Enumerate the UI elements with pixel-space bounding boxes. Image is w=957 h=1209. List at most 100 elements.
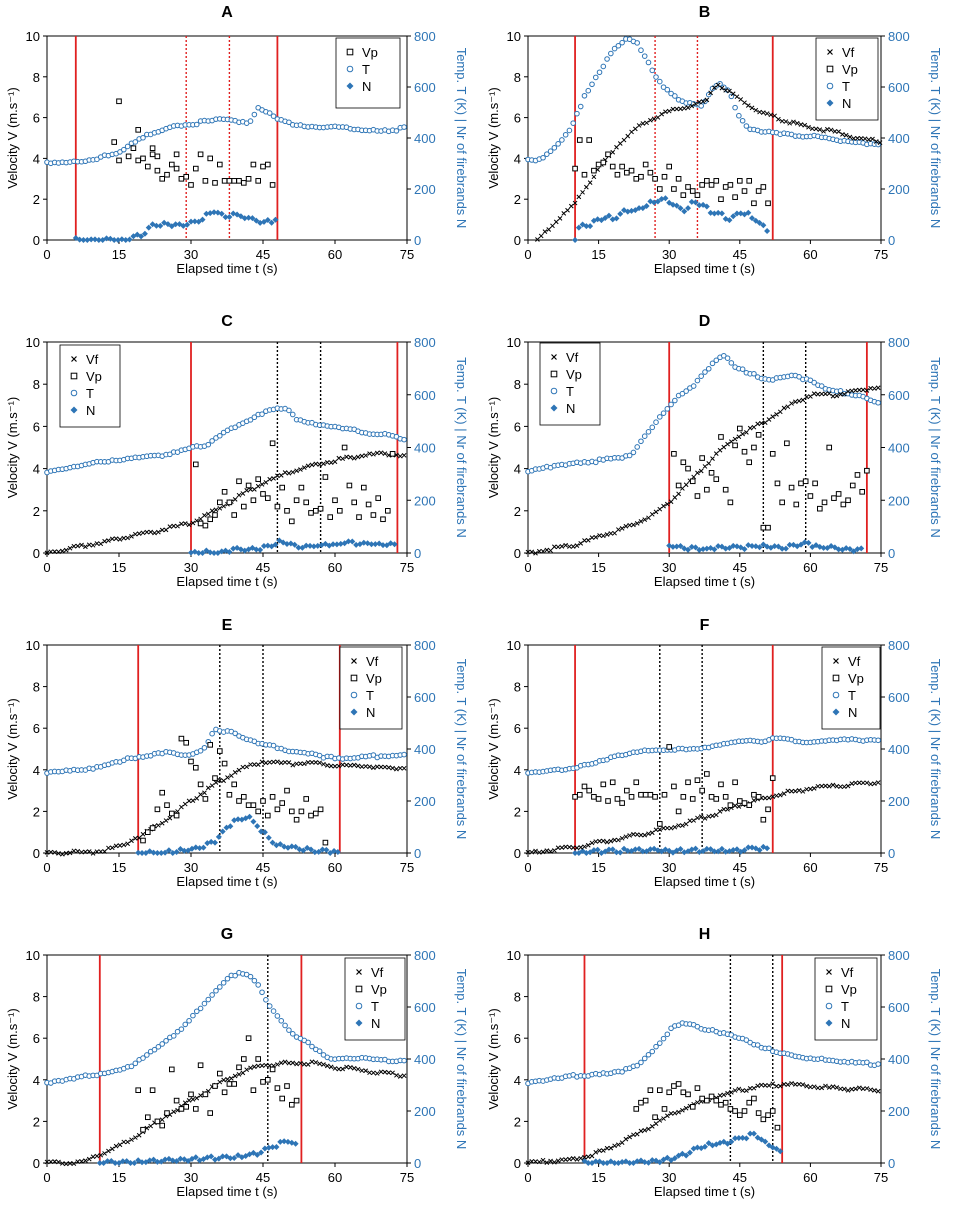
firebrand-point (715, 209, 722, 216)
panel-D: D0 15 30 45 60 7502468100200400600800Elapsed … (486, 313, 943, 589)
firebrand-point (609, 846, 616, 853)
vf-point (90, 542, 96, 548)
vp-point (680, 1089, 687, 1096)
firebrand-point (775, 543, 782, 550)
vf-point (792, 399, 798, 405)
vf-point (544, 1160, 550, 1165)
y-left-tick-label: 8 (514, 680, 521, 695)
firebrand-point (226, 213, 233, 220)
vf-point (548, 1158, 553, 1164)
vp-point (356, 514, 362, 520)
temperature-point (170, 1033, 177, 1039)
vp-point (793, 501, 800, 508)
vp-point (769, 1108, 776, 1114)
y-left-tick-label: 6 (514, 419, 521, 434)
temperature-point (653, 74, 659, 80)
vp-point (713, 796, 720, 802)
firebrand-point (314, 542, 321, 549)
y-right-tick-label: 800 (414, 638, 436, 653)
vf-point (348, 1064, 353, 1070)
temperature-point (698, 373, 705, 379)
vf-point (872, 1088, 877, 1093)
legend-n-marker (355, 1019, 363, 1027)
vf-point (668, 499, 674, 505)
x-tick-label: 60 (328, 1170, 342, 1185)
vf-point (555, 1158, 561, 1164)
vp-point (614, 171, 621, 178)
vf-point (651, 116, 657, 122)
temperature-point (270, 742, 277, 749)
temperature-point (232, 424, 238, 431)
temperature-point (634, 1062, 640, 1069)
y-right-tick-label: 800 (414, 948, 436, 963)
temperature-point (205, 996, 212, 1003)
firebrand-point (735, 1134, 742, 1141)
vf-point (121, 842, 127, 848)
vf-point (324, 1063, 330, 1069)
temperature-point (193, 1008, 200, 1015)
x-tick-label: 45 (256, 860, 270, 875)
panel-title: A (221, 4, 233, 21)
vf-point (574, 1157, 580, 1162)
legend-vf-marker (356, 969, 362, 975)
vf-point (802, 122, 808, 128)
vp-point (236, 478, 242, 485)
vf-point (309, 462, 315, 468)
temperature-point (574, 110, 580, 117)
temperature-point (320, 1052, 327, 1058)
temperature-point (251, 977, 258, 984)
vf-point (634, 1131, 640, 1137)
temperature-point (247, 417, 254, 423)
firebrand-point (185, 1158, 192, 1165)
vf-point (642, 517, 648, 522)
vp-point (212, 775, 218, 781)
vf-point (363, 453, 369, 458)
vp-point (269, 440, 276, 447)
firebrand-point (700, 546, 707, 553)
x-tick-label: 30 (184, 860, 198, 875)
vf-point (640, 121, 646, 126)
vf-point (755, 1083, 761, 1089)
firebrand-point (231, 1154, 238, 1161)
firebrand-point (683, 1152, 690, 1159)
vf-point (156, 822, 161, 828)
vp-point (341, 444, 348, 451)
vf-point (728, 1090, 734, 1095)
vp-point (212, 512, 218, 518)
firebrand-point (95, 237, 102, 243)
vf-point (390, 765, 395, 771)
vp-point (317, 505, 324, 512)
vf-point (781, 405, 787, 411)
vf-point (619, 1140, 625, 1146)
vf-point (627, 1134, 633, 1140)
vf-point (194, 1095, 200, 1101)
vp-point (760, 816, 767, 823)
temperature-point (630, 449, 637, 456)
firebrand-point (211, 550, 218, 556)
x-tick-label: 45 (733, 247, 747, 262)
vf-point (313, 1060, 319, 1065)
vp-point (849, 482, 856, 489)
firebrand-point (700, 848, 707, 855)
vf-point (563, 1157, 569, 1162)
vf-point (544, 547, 550, 553)
temperature-point (286, 119, 292, 126)
vf-point (317, 760, 322, 766)
temperature-point (656, 414, 663, 420)
y-left-tick-label: 2 (33, 804, 40, 819)
vf-point (83, 1158, 88, 1163)
vp-point (178, 1106, 185, 1112)
vf-point (634, 521, 640, 526)
vp-point (327, 514, 333, 520)
vp-point (685, 779, 691, 786)
vf-point (221, 1077, 226, 1083)
vf-point (704, 97, 710, 103)
temperature-point (743, 123, 750, 129)
y-left-tick-label: 8 (33, 377, 40, 392)
x-axis-label: Elapsed time t (s) (654, 874, 755, 889)
vf-point (90, 851, 96, 856)
legend-vf-marker (833, 658, 839, 664)
panel-F: F0 15 30 45 60 7502468100200400600800Elapsed … (486, 617, 943, 889)
vf-point (332, 1066, 338, 1071)
